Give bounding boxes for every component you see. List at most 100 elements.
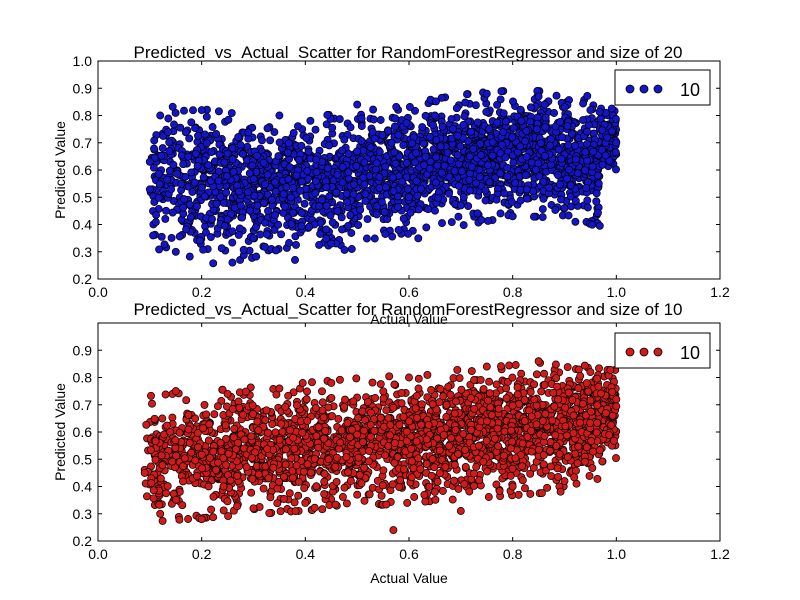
scatter-point: [442, 413, 451, 421]
scatter-point: [477, 215, 486, 224]
scatter-point: [593, 474, 602, 483]
scatter-point: [545, 183, 554, 192]
legend-label: 10: [680, 80, 700, 100]
scatter-point: [360, 496, 369, 505]
scatter-point: [185, 200, 194, 209]
scatter-point: [300, 484, 309, 493]
scatter-point: [343, 198, 351, 207]
scatter-point: [588, 464, 597, 473]
scatter-point: [357, 122, 366, 131]
scatter-point: [420, 490, 429, 499]
scatter-point: [598, 126, 607, 135]
scatter-point: [447, 218, 456, 227]
scatter-point: [554, 473, 563, 481]
scatter-point: [403, 498, 412, 507]
scatter-point: [315, 240, 324, 249]
scatter-point: [537, 387, 546, 396]
scatter-point: [271, 211, 280, 220]
scatter-point: [285, 239, 293, 247]
scatter-point: [375, 173, 384, 181]
scatter-point: [579, 99, 588, 108]
scatter-point: [546, 135, 555, 144]
scatter-point: [366, 420, 375, 429]
scatter-point: [568, 395, 577, 404]
scatter-point: [145, 185, 154, 194]
scatter-point: [532, 370, 541, 379]
scatter-point: [470, 481, 478, 490]
scatter-point: [366, 143, 375, 152]
scatter-point: [466, 186, 474, 195]
scatter-point: [372, 210, 381, 219]
scatter-point: [492, 195, 501, 204]
scatter-point: [422, 223, 431, 232]
scatter-point: [436, 385, 445, 393]
scatter-point: [290, 498, 299, 507]
scatter-point: [411, 404, 420, 413]
scatter-point: [197, 106, 206, 115]
scatter-point: [200, 192, 209, 201]
scatter-point: [338, 492, 347, 501]
scatter-point: [239, 245, 248, 254]
scatter-point: [592, 197, 601, 206]
scatter-point: [534, 159, 543, 168]
scatter-point: [535, 172, 544, 181]
scatter-point: [305, 222, 313, 231]
scatter-point: [299, 467, 308, 476]
scatter-point: [204, 482, 213, 491]
scatter-point: [411, 149, 420, 158]
scatter-point: [222, 188, 231, 197]
scatter-point: [365, 490, 374, 499]
scatter-point: [437, 168, 446, 177]
scatter-point: [538, 213, 547, 222]
scatter-point: [229, 433, 238, 442]
scatter-point: [388, 480, 397, 489]
scatter-point: [260, 199, 268, 207]
scatter-point: [432, 136, 441, 144]
scatter-point: [381, 162, 390, 171]
scatter-point: [187, 118, 196, 127]
scatter-point: [526, 388, 535, 397]
scatter-point: [385, 372, 394, 381]
scatter-point: [377, 198, 386, 207]
scatter-point: [502, 394, 511, 403]
scatter-point: [461, 462, 470, 471]
scatter-point: [488, 151, 497, 160]
scatter-point: [155, 180, 164, 189]
scatter-point: [550, 109, 559, 117]
scatter-point: [548, 416, 557, 425]
scatter-point: [166, 427, 175, 436]
y-tick-label: 0.3: [73, 244, 93, 260]
scatter-point: [378, 131, 387, 139]
scatter-point: [289, 184, 298, 193]
scatter-point: [357, 479, 366, 488]
scatter-point: [380, 208, 389, 217]
scatter-point: [180, 106, 188, 115]
scatter-point: [508, 464, 517, 473]
scatter-point: [470, 404, 479, 413]
scatter-point: [384, 414, 393, 423]
scatter-point: [320, 469, 329, 478]
scatter-point: [297, 177, 306, 186]
scatter-point: [376, 116, 385, 124]
scatter-point: [223, 215, 232, 224]
scatter-point: [230, 424, 239, 433]
scatter-point: [191, 124, 200, 133]
scatter-point: [414, 205, 423, 214]
scatter-point: [404, 229, 413, 238]
scatter-point: [509, 158, 518, 167]
scatter-point: [557, 195, 565, 204]
scatter-point: [154, 193, 163, 202]
scatter-point: [338, 178, 347, 187]
scatter-point: [228, 155, 237, 164]
scatter-point: [545, 141, 554, 150]
scatter-point: [149, 163, 158, 172]
scatter-point: [173, 169, 182, 178]
scatter-point: [212, 130, 221, 138]
scatter-point: [207, 148, 216, 157]
scatter-point: [567, 129, 576, 138]
x-tick-label: 0.8: [503, 284, 523, 300]
scatter-point: [364, 457, 373, 466]
scatter-point: [372, 159, 381, 168]
scatter-point: [485, 377, 494, 386]
